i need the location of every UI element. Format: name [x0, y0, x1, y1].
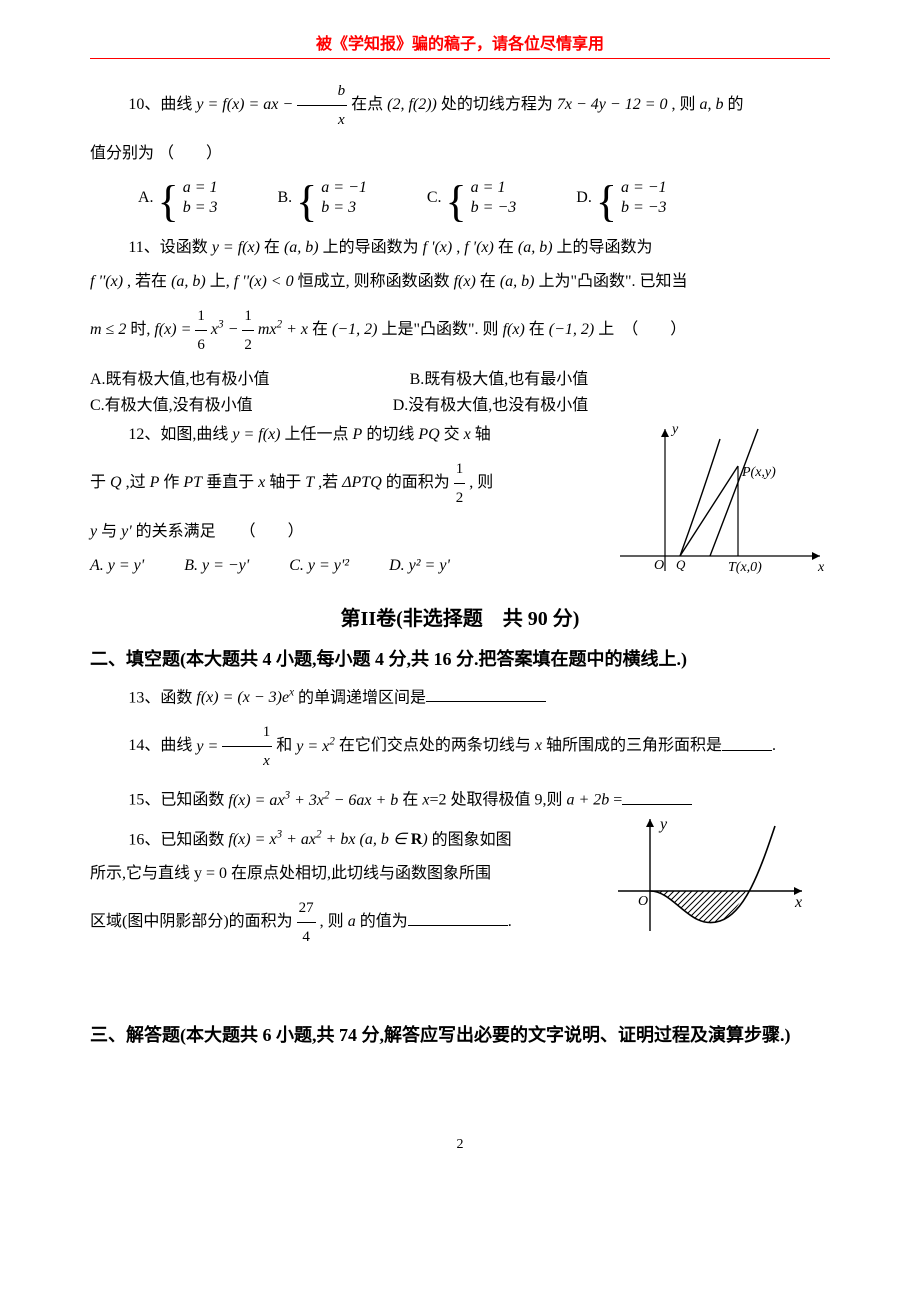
- label-y: y: [670, 422, 679, 437]
- q11-l3: m ≤ 2 时, f(x) = 16 x3 − 12 mx2 + x 在 (−1…: [90, 302, 830, 359]
- q16-l2: 所示,它与直线 y = 0 在原点处相切,此切线与函数图象所围: [90, 860, 590, 888]
- x-arrow-icon: [812, 552, 820, 560]
- section2-title: 第II卷(非选择题 共 90 分): [90, 602, 830, 631]
- q16-l3: 区域(图中阴影部分)的面积为 274 , 则 a 的值为.: [90, 894, 590, 951]
- q11-C: C.有极大值,没有极小值: [90, 391, 253, 415]
- q16-l1: 16、已知函数 f(x) = x3 + ax2 + bx (a, b ∈ R) …: [90, 821, 590, 854]
- q10-choice-A: A.{a = 1b = 3: [138, 176, 217, 220]
- q11-D: D.没有极大值,也没有极小值: [393, 391, 589, 415]
- q11-l2: f ''(x) , 若在 (a, b) 上, f ''(x) < 0 恒成立, …: [90, 268, 830, 296]
- header-text: 被《学知报》骗的稿子，请各位尽情享用: [90, 30, 830, 54]
- q10-line2: 值分别为 （ ）: [90, 140, 830, 168]
- q15: 15、已知函数 f(x) = ax3 + 3x2 − 6ax + b 在 x=2…: [90, 781, 830, 814]
- label-y-16: y: [658, 816, 668, 833]
- q12-l2: 于 Q ,过 P 作 PT 垂直于 x 轴于 T ,若 ΔPTQ 的面积为 12…: [90, 455, 570, 512]
- q12-D: D. y² = y': [389, 552, 450, 580]
- q12-choices: A. y = y' B. y = −y' C. y = y'² D. y² = …: [90, 552, 570, 580]
- q11-row-AB: A.既有极大值,也有极小值 B.既有极大值,也有最小值: [90, 365, 830, 389]
- q14: 14、曲线 y = 1x 和 y = x2 在它们交点处的两条切线与 x 轴所围…: [90, 718, 830, 775]
- q12-A: A. y = y': [90, 552, 144, 580]
- section3-title: 三、解答题(本大题共 6 小题,共 74 分,解答应写出必要的文字说明、证明过程…: [90, 1021, 830, 1047]
- q12-C: C. y = y'²: [289, 552, 349, 580]
- q10-choice-C: C.{a = 1b = −3: [427, 176, 516, 220]
- q11-A: A.既有极大值,也有极小值: [90, 365, 270, 389]
- label-P: P(x,y): [741, 465, 776, 480]
- header-rule: [90, 58, 830, 59]
- curve-1: [680, 439, 720, 556]
- page-root: 被《学知报》骗的稿子，请各位尽情享用 10、曲线 y = f(x) = ax −…: [0, 0, 920, 1193]
- q12-l3: y 与 y' 的关系满足 （ ）: [90, 518, 570, 546]
- q12-B: B. y = −y': [184, 552, 249, 580]
- section2-sub: 二、填空题(本大题共 4 小题,每小题 4 分,共 16 分.把答案填在题中的横…: [90, 645, 830, 671]
- y-arrow-icon: [661, 429, 669, 437]
- q10-choice-B: B.{a = −1b = 3: [277, 176, 366, 220]
- q10-choice-D: D.{a = −1b = −3: [576, 176, 666, 220]
- q15-blank: [622, 788, 692, 805]
- label-O-16: O: [638, 894, 648, 909]
- label-T: T(x,0): [728, 560, 762, 575]
- y-arrow-16-icon: [646, 819, 654, 827]
- q12-figure: O y x Q P(x,y) T(x,0): [610, 421, 830, 586]
- q16-block: 16、已知函数 f(x) = x3 + ax2 + bx (a, b ∈ R) …: [90, 821, 830, 951]
- q10-choices: A.{a = 1b = 3 B.{a = −1b = 3 C.{a = 1b =…: [90, 176, 830, 220]
- q12-l1: 12、如图,曲线 y = f(x) 上任一点 P 的切线 PQ 交 x 轴: [90, 421, 570, 449]
- q14-blank: [722, 734, 772, 751]
- label-O: O: [654, 558, 664, 573]
- q13: 13、函数 f(x) = (x − 3)ex 的单调递增区间是: [90, 679, 830, 712]
- tangent-PQ: [680, 466, 738, 556]
- q11-B: B.既有极大值,也有最小值: [410, 365, 589, 389]
- label-x-16: x: [794, 894, 802, 911]
- q10-expr: y = f(x) = ax − bx: [196, 96, 351, 113]
- q12-block: 12、如图,曲线 y = f(x) 上任一点 P 的切线 PQ 交 x 轴 于 …: [90, 421, 830, 580]
- q11-row-CD: C.有极大值,没有极小值 D.没有极大值,也没有极小值: [90, 391, 830, 415]
- q16-figure: O y x: [610, 811, 810, 941]
- q16-blank: [408, 909, 508, 926]
- q10-line1: 10、曲线 y = f(x) = ax − bx 在点 (2, f(2)) 处的…: [90, 77, 830, 134]
- q13-blank: [426, 685, 546, 702]
- q11-l1: 11、设函数 y = f(x) 在 (a, b) 上的导函数为 f '(x) ,…: [90, 234, 830, 262]
- q10-prefix: 10、曲线: [128, 96, 196, 113]
- page-number: 2: [90, 1137, 830, 1153]
- label-Q: Q: [676, 557, 686, 572]
- label-x: x: [817, 560, 825, 575]
